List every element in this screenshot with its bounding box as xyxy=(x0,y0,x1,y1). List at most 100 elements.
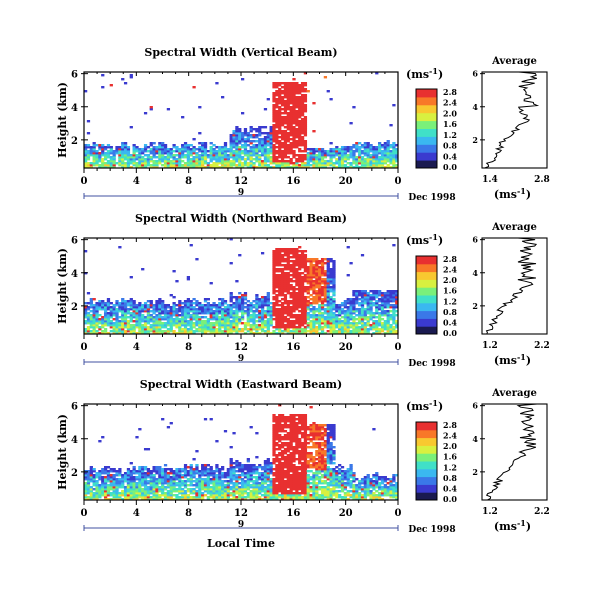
heatmap-cell xyxy=(112,490,116,493)
heatmap-cell xyxy=(298,166,302,169)
heatmap-cell xyxy=(163,164,168,167)
heatmap-cell xyxy=(89,326,93,329)
heatmap-cell xyxy=(326,290,330,293)
heatmap-cell xyxy=(226,496,230,499)
heatmap-cell xyxy=(126,160,131,163)
heatmap-cell xyxy=(223,498,228,501)
heatmap-cell xyxy=(161,472,165,475)
colorbar-swatch xyxy=(416,263,437,273)
heatmap-cell xyxy=(303,146,308,149)
heatmap-cell xyxy=(212,330,216,333)
heatmap-cell xyxy=(92,158,96,161)
heatmap-cell xyxy=(158,316,162,319)
heatmap-cell xyxy=(366,300,370,303)
heatmap-cell xyxy=(198,498,202,501)
heatmap-cell xyxy=(378,144,382,147)
heatmap-cell xyxy=(323,292,328,295)
heatmap-cell xyxy=(269,148,273,151)
heatmap-cell xyxy=(395,332,399,335)
heatmap-cell xyxy=(372,152,376,155)
heatmap-cell xyxy=(298,138,302,141)
heatmap-cell xyxy=(383,154,387,157)
heatmap-cell xyxy=(249,130,253,133)
heatmap-cell xyxy=(275,268,279,271)
heatmap-cell xyxy=(95,156,99,159)
heatmap-cell xyxy=(121,304,125,307)
heatmap-cell xyxy=(355,290,359,293)
heatmap-cell xyxy=(292,98,296,101)
heatmap-cell xyxy=(286,126,290,129)
heatmap-cell xyxy=(332,300,336,303)
heatmap-cell xyxy=(178,150,182,153)
heatmap-cell xyxy=(338,314,342,317)
heatmap-cell xyxy=(303,296,308,299)
heatmap-cell xyxy=(278,100,282,103)
heatmap-cell xyxy=(155,156,159,159)
heatmap-cell xyxy=(323,294,328,297)
heatmap-cell xyxy=(226,148,230,151)
heatmap-cell xyxy=(289,270,293,273)
heatmap-cell xyxy=(206,482,210,485)
heatmap-cell xyxy=(103,490,108,493)
heatmap-cell xyxy=(272,296,276,299)
heatmap-cell xyxy=(223,308,228,311)
heatmap-cell xyxy=(300,252,305,255)
heatmap-cell xyxy=(286,108,290,111)
heatmap-cell xyxy=(269,140,273,143)
heatmap-cell xyxy=(286,118,290,121)
heatmap-cell xyxy=(372,292,376,295)
heatmap-cell xyxy=(183,332,188,335)
heatmap-cell xyxy=(278,126,282,129)
heatmap-cell xyxy=(380,318,385,321)
heatmap-cell xyxy=(266,320,270,323)
heatmap-cell xyxy=(138,166,142,169)
heatmap-cell xyxy=(183,324,188,327)
heatmap-cell xyxy=(318,300,322,303)
heatmap-cell xyxy=(295,268,299,271)
heatmap-cell xyxy=(138,470,142,473)
heatmap-cell xyxy=(215,162,219,165)
heatmap-cell xyxy=(315,266,319,269)
heatmap-cell xyxy=(278,136,282,139)
heatmap-cell xyxy=(349,318,353,321)
heatmap-cell xyxy=(326,330,330,333)
heatmap-cell xyxy=(226,164,230,167)
heatmap-cell xyxy=(95,318,99,321)
heatmap-cell xyxy=(132,316,136,319)
heatmap-cell xyxy=(229,482,233,485)
heatmap-cell xyxy=(280,326,285,329)
heatmap-cell xyxy=(260,296,265,299)
x-tick-label: 20 xyxy=(339,342,353,353)
heatmap-cell xyxy=(298,272,302,275)
heatmap-cell xyxy=(272,266,276,269)
heatmap-cell xyxy=(298,102,302,105)
heatmap-cell xyxy=(375,328,379,331)
heatmap-cell xyxy=(235,460,239,463)
heatmap-cell xyxy=(98,470,102,473)
colorbar-swatch xyxy=(416,295,437,304)
heatmap-cell xyxy=(152,470,156,473)
heatmap-cell xyxy=(329,276,333,279)
heatmap-cell xyxy=(292,260,296,263)
heatmap-cell xyxy=(346,148,350,151)
heatmap-cell xyxy=(235,160,239,163)
heatmap-cell xyxy=(166,162,171,165)
heatmap-cell xyxy=(363,144,367,147)
heatmap-cell xyxy=(206,478,210,481)
heatmap-cell xyxy=(221,318,225,321)
heatmap-cell xyxy=(252,162,256,165)
heatmap-cell xyxy=(295,102,299,105)
heatmap-cell xyxy=(278,94,282,97)
heatmap-cell xyxy=(129,480,133,483)
heatmap-cell xyxy=(272,252,276,255)
heatmap-cell xyxy=(283,326,288,329)
heatmap-cell xyxy=(303,142,308,145)
heatmap-cell xyxy=(275,498,279,501)
heatmap-cell xyxy=(129,488,133,491)
heatmap-cell xyxy=(306,156,310,159)
heatmap-cell xyxy=(335,162,339,165)
heatmap-cell xyxy=(192,158,196,161)
heatmap-cell xyxy=(292,252,296,255)
heatmap-cell xyxy=(149,326,153,329)
heatmap-cell xyxy=(275,470,279,473)
